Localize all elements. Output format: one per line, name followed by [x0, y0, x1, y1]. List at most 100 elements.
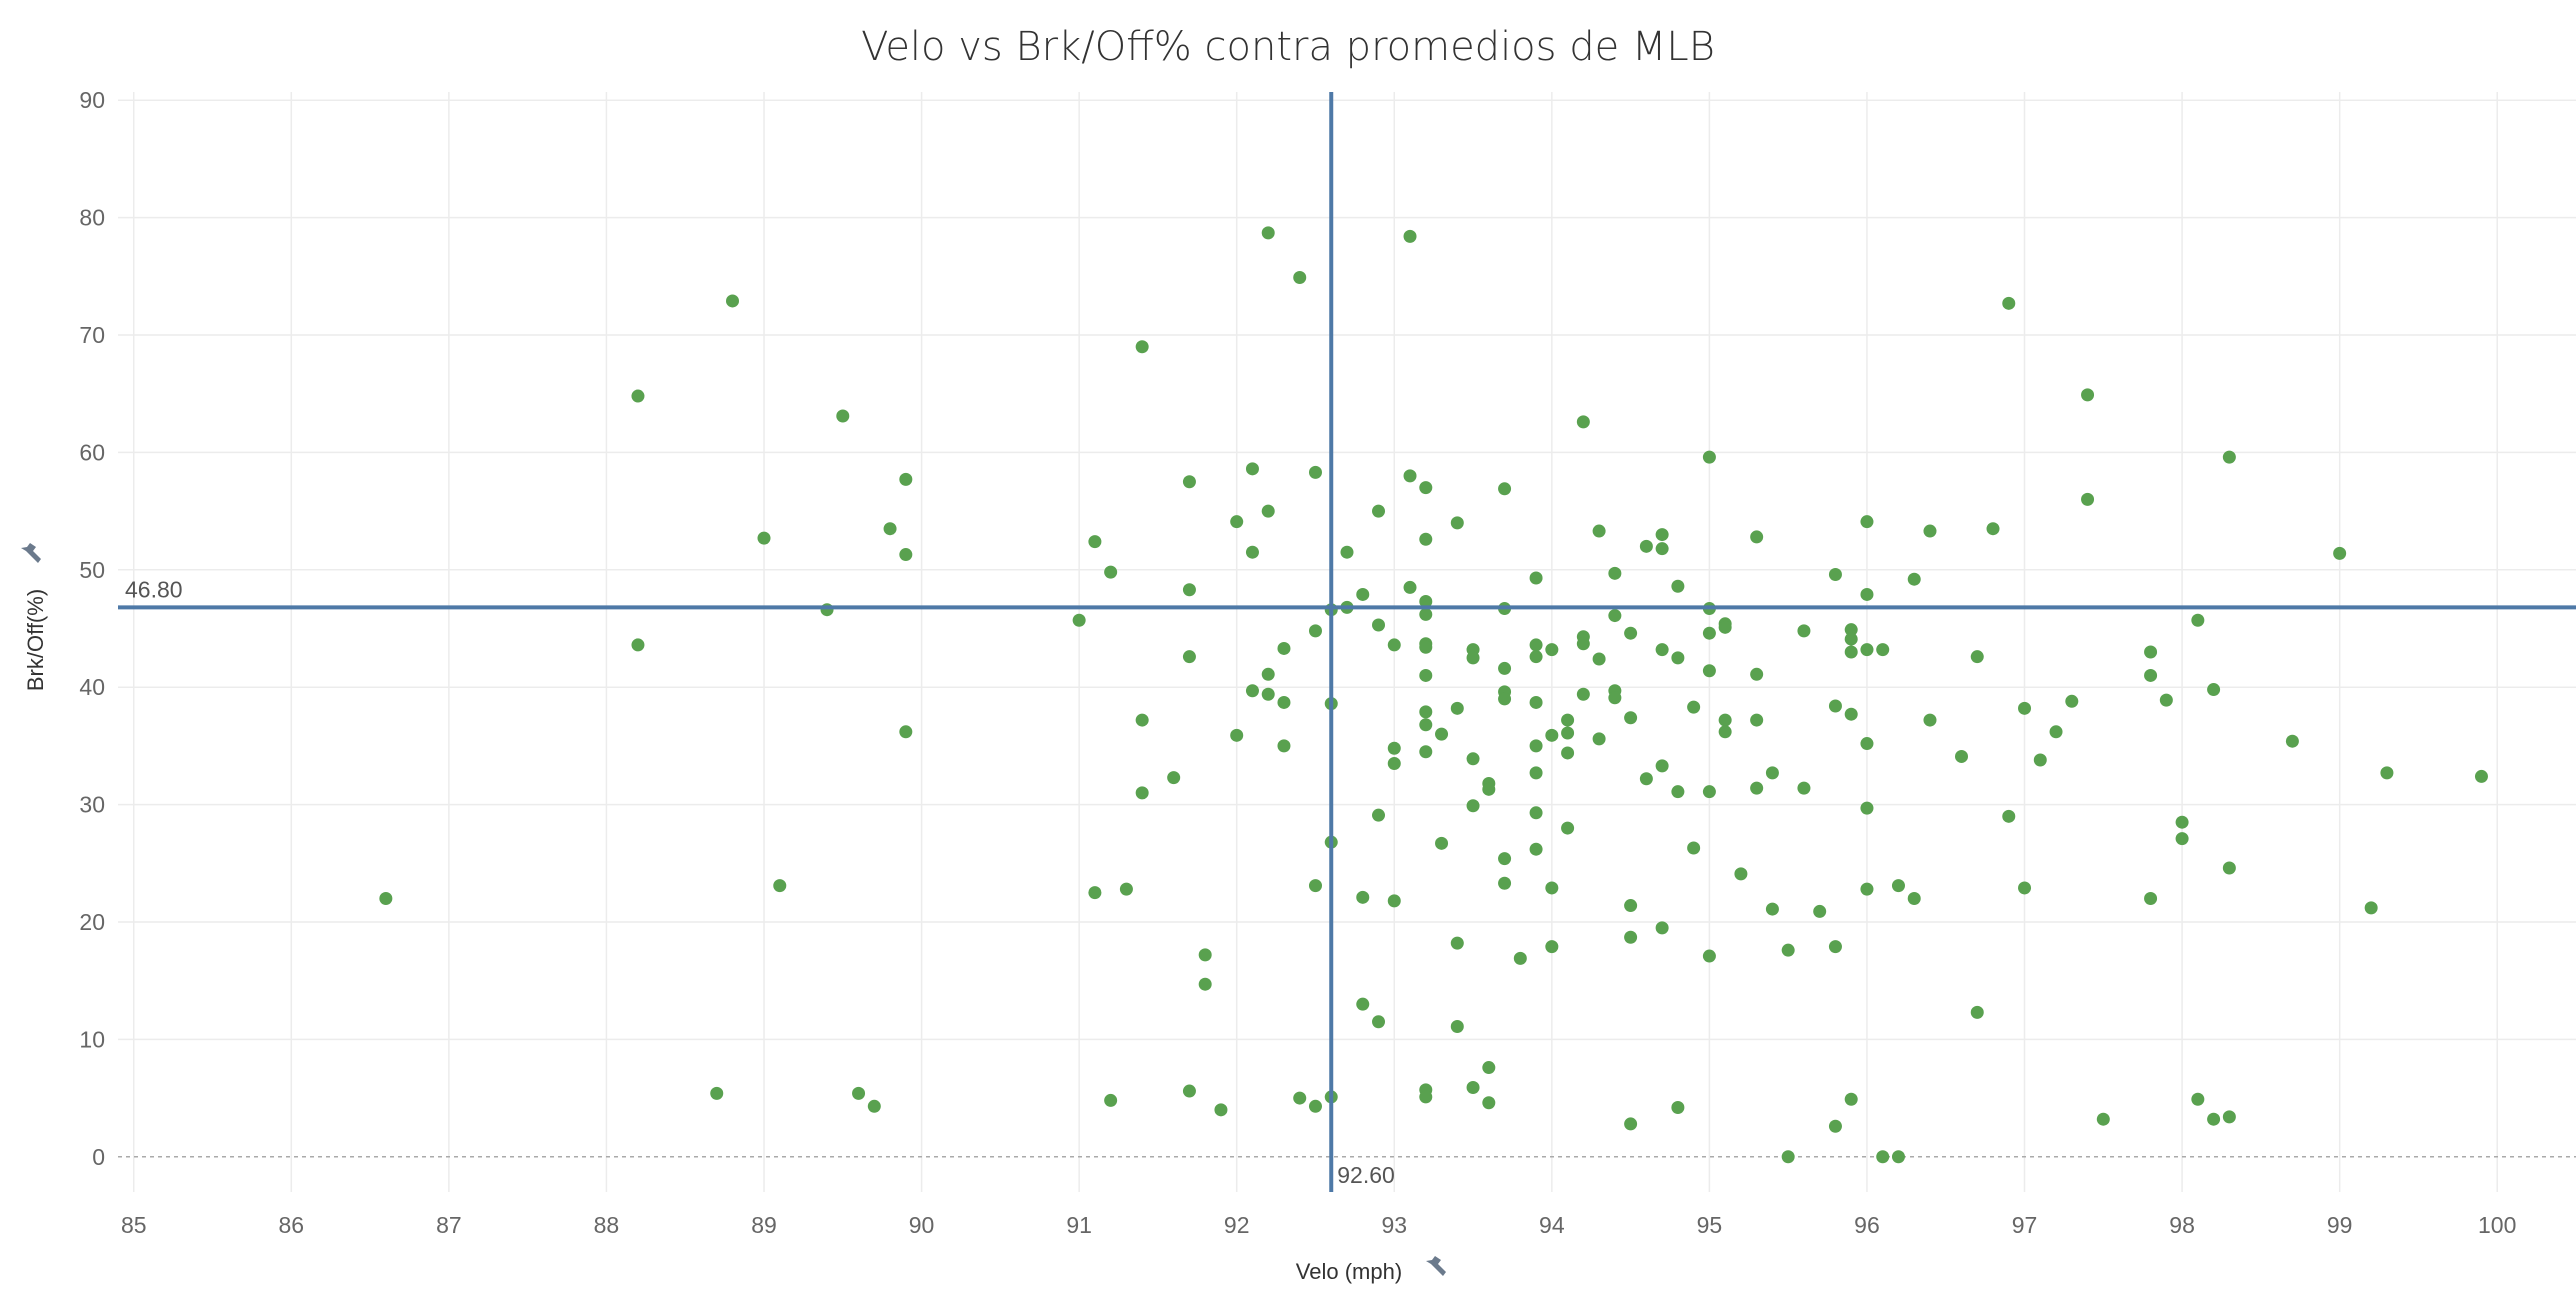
data-point	[1639, 772, 1653, 786]
data-point	[1182, 1084, 1196, 1098]
data-point	[2096, 1112, 2110, 1126]
data-point	[1372, 808, 1386, 822]
data-point	[2081, 388, 2095, 402]
data-point	[757, 531, 771, 545]
data-point	[1923, 524, 1937, 538]
data-point	[1293, 1091, 1307, 1105]
y-axis-pin-icon[interactable]	[21, 543, 41, 567]
data-point	[1230, 515, 1244, 529]
data-point	[1718, 725, 1732, 739]
data-point	[1529, 766, 1543, 780]
x-tick-label: 87	[436, 1212, 462, 1238]
y-tick-label: 10	[79, 1026, 105, 1052]
data-point	[1135, 786, 1149, 800]
data-point	[2018, 701, 2032, 715]
data-point	[1797, 624, 1811, 638]
data-point	[1387, 741, 1401, 755]
data-point	[1482, 1061, 1496, 1075]
data-point	[1655, 643, 1669, 657]
x-axis-pin-icon[interactable]	[1426, 1256, 1446, 1280]
x-tick-label: 95	[1697, 1212, 1723, 1238]
data-point	[1592, 524, 1606, 538]
x-tick-label: 86	[279, 1212, 305, 1238]
data-point	[1308, 879, 1322, 893]
data-point	[1955, 749, 1968, 763]
data-point	[1624, 930, 1638, 944]
chart-title: Velo vs Brk/Off% contra promedios de MLB	[861, 24, 1715, 70]
data-point	[1750, 713, 1764, 727]
data-point	[1403, 229, 1417, 243]
data-point	[1907, 572, 1921, 586]
data-point	[1860, 587, 1874, 601]
x-tick-label: 88	[594, 1212, 620, 1238]
data-point	[773, 879, 787, 893]
data-point	[1860, 882, 1874, 896]
data-point	[1435, 727, 1449, 741]
data-point	[1435, 836, 1449, 850]
data-point	[852, 1086, 866, 1100]
data-point	[1970, 650, 1984, 664]
data-point	[1655, 542, 1669, 556]
data-point	[1088, 535, 1102, 549]
data-point	[1372, 1015, 1386, 1029]
data-point	[1876, 1150, 1890, 1164]
data-point	[1466, 1081, 1480, 1095]
data-point	[1419, 594, 1433, 608]
data-point	[2018, 881, 2032, 895]
reference-lines: 92.60 46.80	[118, 92, 2576, 1192]
data-point	[2144, 645, 2158, 659]
data-point	[1797, 781, 1811, 795]
data-point	[1372, 618, 1386, 632]
data-point	[1403, 580, 1417, 594]
data-point	[1639, 539, 1653, 553]
data-point	[2065, 694, 2079, 708]
data-point	[1529, 695, 1543, 709]
data-point	[1671, 651, 1685, 665]
reference-label-velo: 92.60	[1337, 1162, 1395, 1188]
data-point	[1592, 652, 1606, 666]
x-tick-label: 91	[1066, 1212, 1092, 1238]
data-point	[1167, 771, 1181, 785]
data-point	[1450, 936, 1464, 950]
data-point	[710, 1086, 724, 1100]
data-point	[1970, 1005, 1984, 1019]
data-point	[1466, 799, 1480, 813]
data-point	[1356, 587, 1370, 601]
data-point	[1261, 504, 1275, 518]
data-point	[1734, 867, 1748, 881]
data-point	[1671, 1100, 1685, 1114]
data-point	[2380, 766, 2394, 780]
data-point	[2474, 769, 2488, 783]
data-point	[1561, 746, 1575, 760]
data-point	[1592, 732, 1606, 746]
data-point	[1104, 1093, 1118, 1107]
data-point	[1702, 450, 1716, 464]
data-point	[1702, 785, 1716, 799]
data-point	[1828, 1119, 1842, 1133]
data-point	[1750, 530, 1764, 544]
data-point	[1529, 842, 1543, 856]
data-point	[1498, 876, 1512, 890]
y-axis-label: Brk/Off(%)	[23, 589, 48, 691]
data-point	[1356, 997, 1370, 1011]
data-point	[1576, 637, 1590, 651]
data-point	[1702, 949, 1716, 963]
data-point	[1293, 270, 1307, 284]
data-point	[1513, 951, 1527, 965]
data-point	[1182, 583, 1196, 597]
data-point	[2285, 734, 2299, 748]
x-tick-label: 85	[121, 1212, 147, 1238]
data-point	[1828, 940, 1842, 954]
data-point	[1088, 886, 1102, 900]
data-point	[1498, 482, 1512, 496]
data-point	[1718, 713, 1732, 727]
data-point	[1844, 632, 1858, 646]
data-point	[1671, 579, 1685, 593]
data-point	[631, 389, 645, 403]
data-point	[1529, 638, 1543, 652]
y-tick-label: 40	[79, 674, 105, 700]
x-tick-label: 100	[2478, 1212, 2516, 1238]
data-point	[1923, 713, 1937, 727]
data-point	[1876, 643, 1890, 657]
